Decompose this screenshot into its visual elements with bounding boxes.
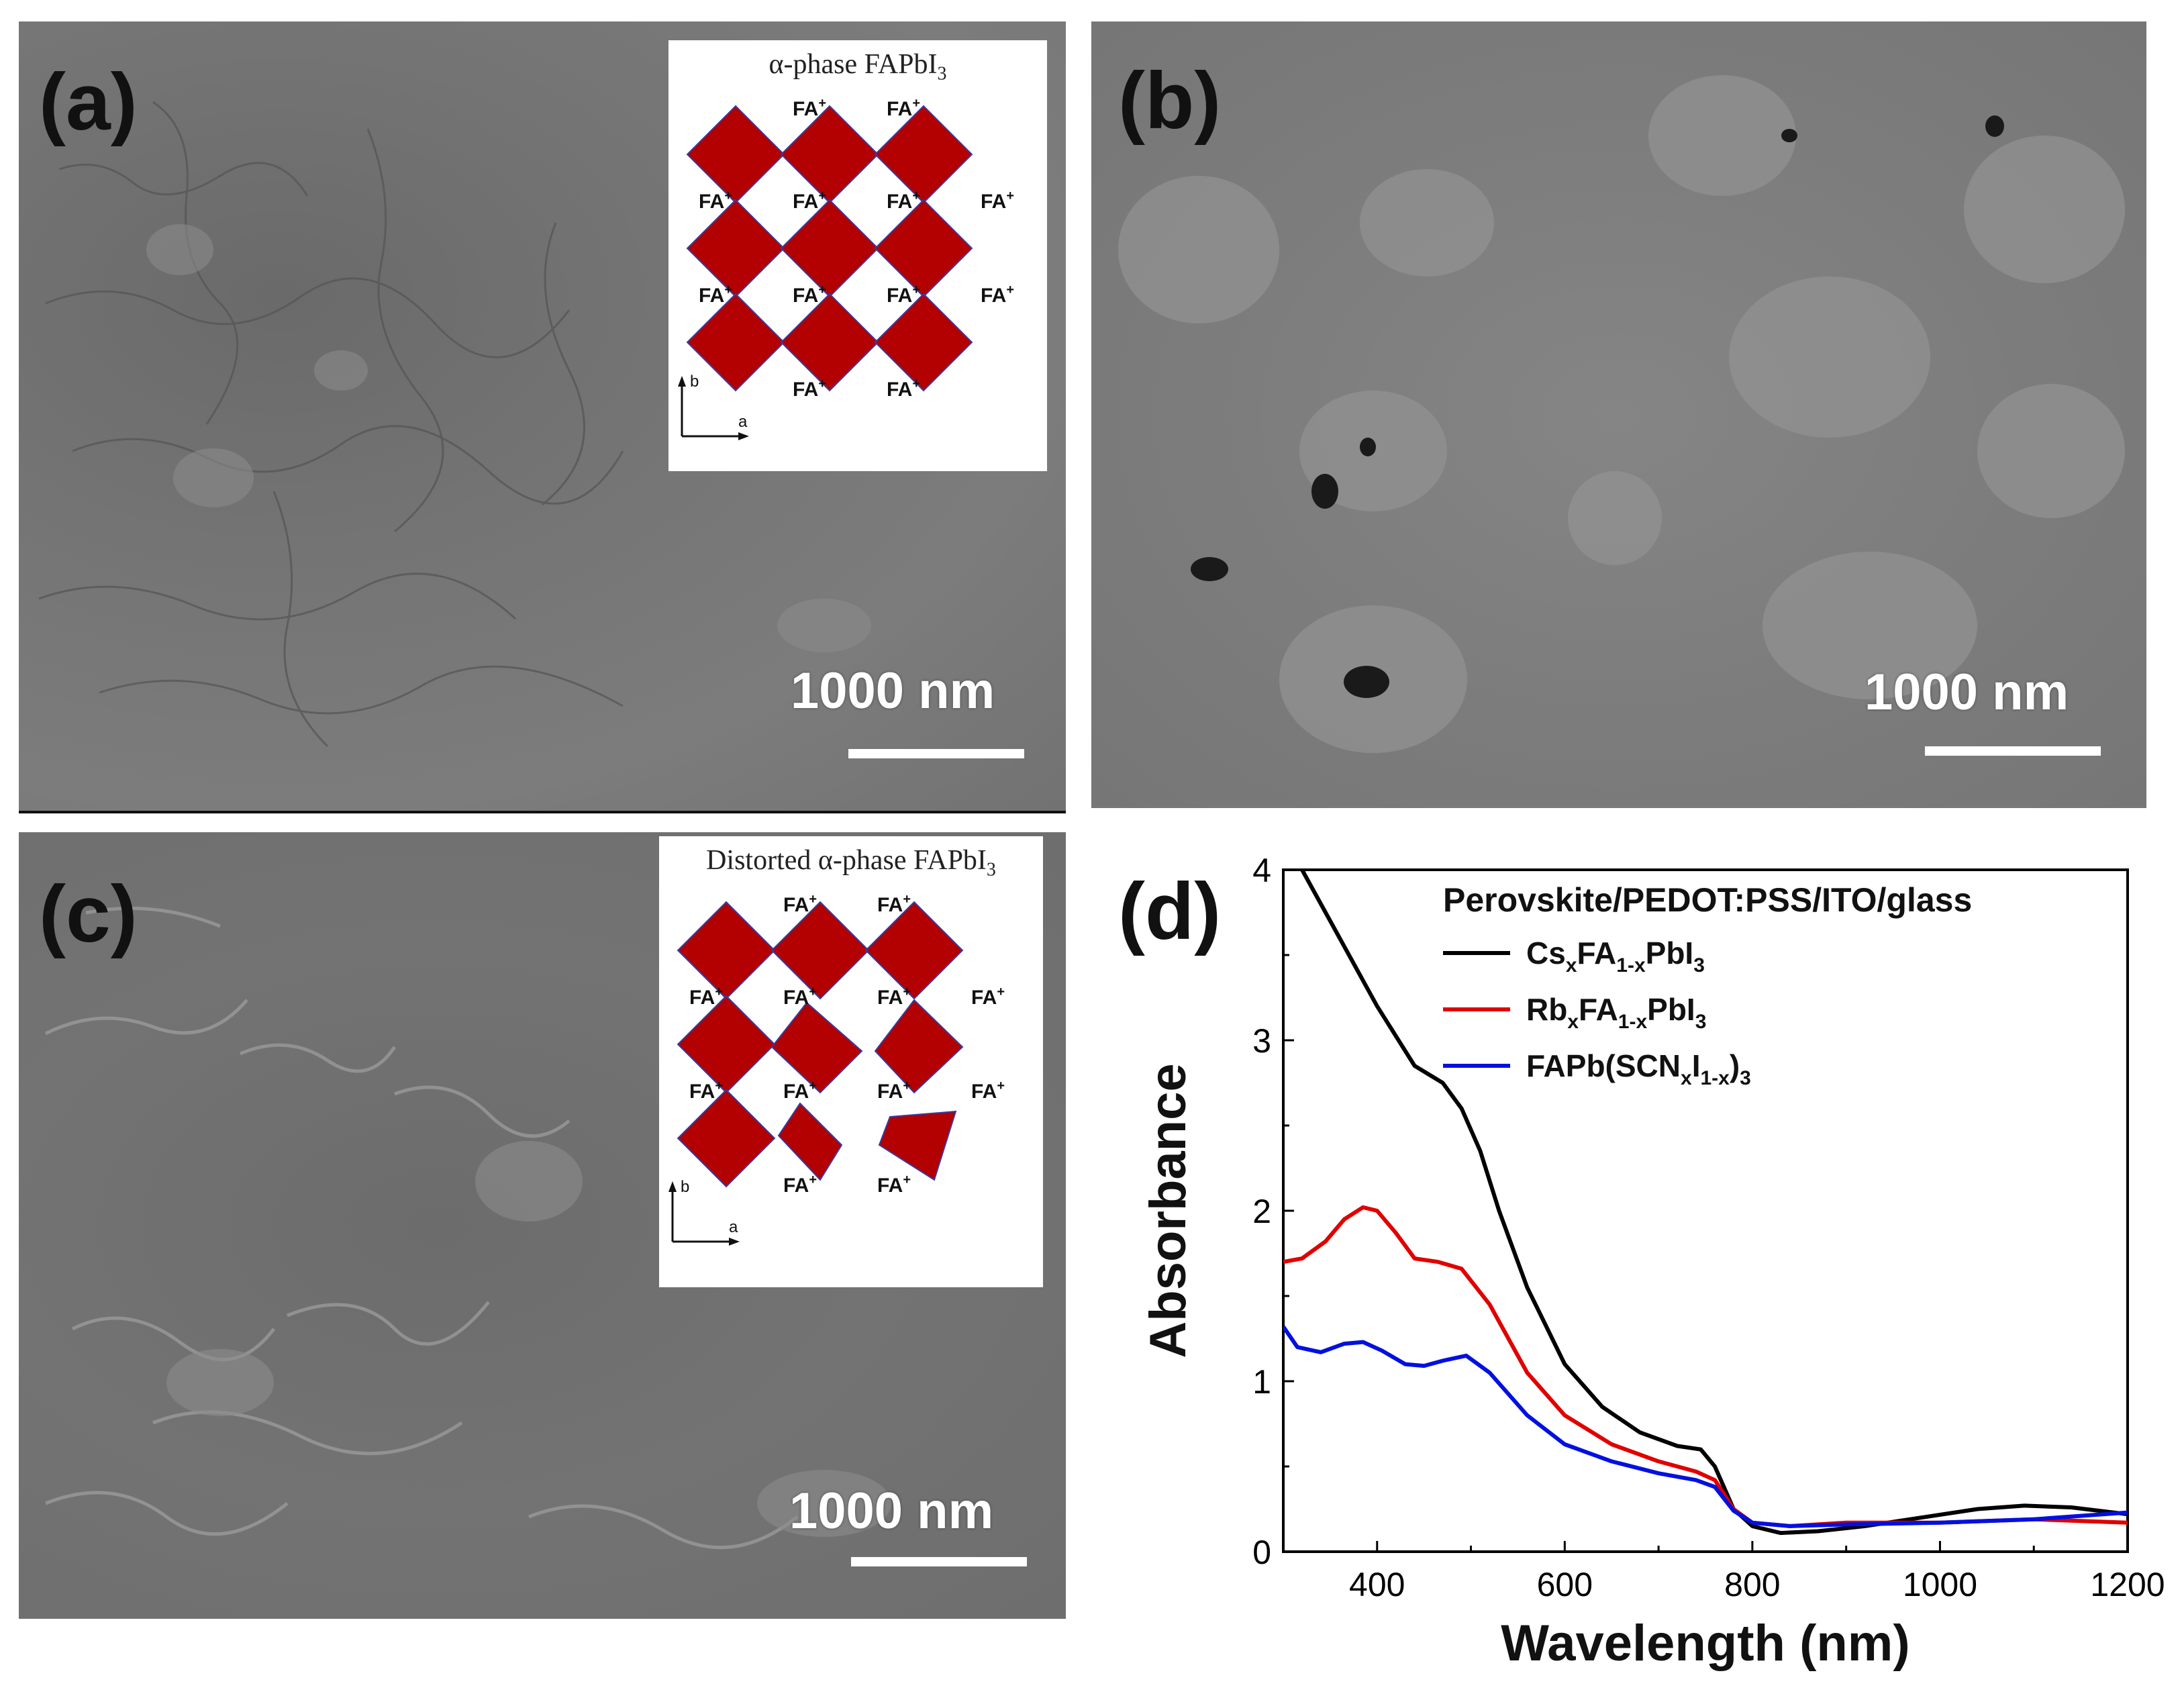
- a-axis-label: a: [729, 1218, 738, 1236]
- pbi6-octahedron: [677, 995, 776, 1094]
- crystal-inset-c: Distorted α-phase FAPbI3 FA+ FA+ FA+ FA+ FA+…: [659, 836, 1043, 1287]
- pbi6-octahedron: [874, 199, 973, 298]
- fa-cation-label: FA+: [783, 985, 817, 1009]
- fa-cation-label: FA+: [783, 1172, 817, 1197]
- sem-grain-texture-a: [38, 101, 871, 748]
- lattice-diagram-c: FA+ FA+ FA+ FA+ FA+ FA+ FA+ FA+ FA+ FA+ FA+ FA+ b a: [668, 892, 1005, 1246]
- pbi6-octahedron: [686, 105, 785, 204]
- lattice-diagram-a: FA+ FA+ FA+ FA+ FA+ FA+ FA+ FA+ FA+ FA+ FA+ FA+ b a: [678, 96, 1014, 440]
- sem-grain-texture-b: [1118, 75, 2125, 753]
- pbi6-octahedron: [771, 901, 870, 1000]
- a-axis-arrowhead: [738, 432, 749, 440]
- pbi6-octahedron: [677, 901, 776, 1000]
- absorbance-chart: 400 600 800 1000 1200 0 1 2 3 4 Wavelength (nm) Abs…: [1140, 852, 2165, 1672]
- sem-image-b: [1091, 21, 2146, 808]
- fa-cation-label: FA+: [877, 892, 911, 916]
- scale-bar-label-b: 1000 nm: [1865, 664, 2069, 721]
- pbi6-octahedron: [874, 293, 973, 392]
- scale-bar-c: [851, 1557, 1027, 1566]
- fa-cation-label: FA+: [981, 283, 1014, 307]
- pbi6-octahedron: [777, 1102, 843, 1181]
- b-axis-arrowhead: [678, 376, 686, 387]
- fa-cation-label: FA+: [971, 985, 1005, 1009]
- pbi6-octahedron: [686, 199, 785, 298]
- x-tick-label: 600: [1537, 1566, 1593, 1603]
- x-tick-label: 400: [1349, 1566, 1405, 1603]
- scale-bar-label-c: 1000 nm: [789, 1483, 994, 1540]
- fa-cation-label: FA+: [783, 892, 817, 916]
- fa-cation-label: FA+: [793, 189, 826, 213]
- x-tick-label: 1000: [1903, 1566, 1977, 1603]
- crystal-inset-a: α-phase FAPbI3 FA+ FA+ FA+ FA+ FA+ FA+ FA+ FA+ F…: [668, 40, 1047, 471]
- pbi6-octahedron: [677, 1089, 776, 1188]
- panel-b: (b) 1000 nm: [1091, 21, 2146, 808]
- pbi6-octahedron: [780, 105, 879, 204]
- fa-cation-label: FA+: [877, 1172, 911, 1197]
- pbi6-octahedron: [771, 1001, 863, 1094]
- series-line-2: [1283, 1205, 2128, 1528]
- panel-divider: [19, 811, 1066, 813]
- legend-entry-1: CsxFA1-xPbI3: [1526, 936, 1705, 977]
- scale-bar-label-a: 1000 nm: [791, 662, 995, 719]
- b-axis-arrowhead: [668, 1181, 677, 1192]
- fa-cation-label: FA+: [793, 283, 826, 307]
- b-axis-label: b: [681, 1178, 689, 1196]
- panel-label-c: (c): [39, 869, 138, 959]
- fa-cation-label: FA+: [887, 189, 920, 213]
- pbi6-octahedron: [686, 293, 785, 392]
- y-axis-label: Absorbance: [1140, 1063, 1197, 1358]
- a-axis-arrowhead: [729, 1238, 740, 1246]
- fa-cation-label: FA+: [689, 985, 723, 1009]
- fa-cation-label: FA+: [981, 189, 1014, 213]
- y-tick-label: 2: [1252, 1193, 1271, 1230]
- y-tick-label: 0: [1252, 1534, 1271, 1571]
- panel-label-a: (a): [39, 57, 138, 147]
- series-line-3: [1283, 1325, 2128, 1528]
- x-tick-label: 800: [1724, 1566, 1780, 1603]
- fa-cation-label: FA+: [887, 96, 920, 120]
- fa-cation-label: FA+: [877, 1079, 911, 1103]
- panel-d: (d) 400 600 800 1000 1200 0 1 2 3 4 Wavelength (nm…: [1091, 832, 2184, 1698]
- panel-c: (c) 1000 nm Distorted α-phase FAPbI3 FA+…: [19, 832, 1066, 1619]
- panel-a: (a) 1000 nm α-phase FAPbI3 FA+ FA+ FA+ FA+ F…: [19, 21, 1066, 811]
- inset-title-a: α-phase FAPbI3: [768, 49, 947, 85]
- pbi6-octahedron: [878, 1110, 957, 1181]
- y-tick-label: 3: [1252, 1022, 1271, 1060]
- scale-bar-b: [1925, 746, 2101, 756]
- pbi6-octahedron: [864, 901, 964, 1000]
- y-tick-label: 1: [1252, 1363, 1271, 1401]
- panel-label-b: (b): [1118, 56, 1222, 146]
- fa-cation-label: FA+: [699, 189, 732, 213]
- fa-cation-label: FA+: [887, 283, 920, 307]
- b-axis-label: b: [690, 372, 699, 391]
- sem-grain-texture-c: [44, 906, 891, 1550]
- pbi6-octahedron: [780, 293, 879, 392]
- legend-entry-3: FAPb(SCNxI1-x)3: [1526, 1048, 1751, 1089]
- scale-bar-a: [848, 749, 1024, 758]
- inset-title-c: Distorted α-phase FAPbI3: [706, 845, 996, 881]
- pbi6-octahedron: [874, 105, 973, 204]
- pbi6-octahedron: [780, 199, 879, 298]
- series-line-1: [1300, 870, 2128, 1536]
- fa-cation-label: FA+: [877, 985, 911, 1009]
- fa-cation-label: FA+: [793, 96, 826, 120]
- x-tick-label: 1200: [2090, 1566, 2165, 1603]
- fa-cation-label: FA+: [887, 377, 920, 401]
- plot-frame: [1282, 868, 2129, 1553]
- fa-cation-label: FA+: [689, 1079, 723, 1103]
- pbi6-octahedron: [874, 999, 964, 1094]
- fa-cation-label: FA+: [783, 1079, 817, 1103]
- y-tick-label: 4: [1252, 852, 1271, 889]
- fa-cation-label: FA+: [793, 377, 826, 401]
- panel-label-d: (d): [1118, 866, 1222, 956]
- fa-cation-label: FA+: [971, 1079, 1005, 1103]
- fa-cation-label: FA+: [699, 283, 732, 307]
- legend-entry-2: RbxFA1-xPbI3: [1526, 992, 1706, 1033]
- a-axis-label: a: [738, 413, 748, 431]
- legend-title: Perovskite/PEDOT:PSS/ITO/glass: [1443, 881, 1972, 919]
- x-axis-label: Wavelength (nm): [1501, 1615, 1909, 1672]
